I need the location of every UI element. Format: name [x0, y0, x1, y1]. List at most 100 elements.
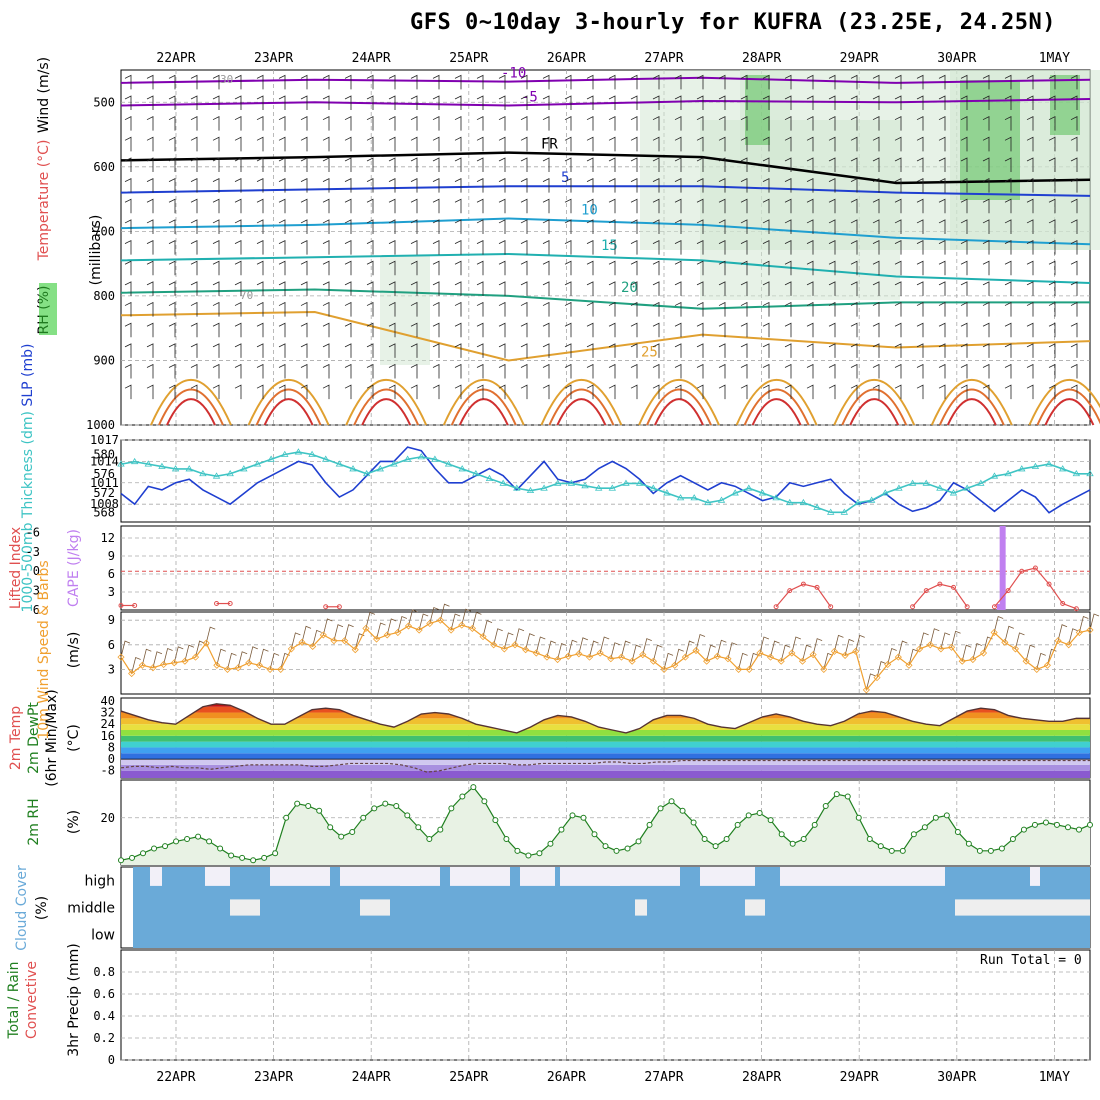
wind-barb [1070, 198, 1078, 214]
wind-barb [300, 239, 308, 255]
wind-barb [190, 322, 198, 338]
wind-barb [872, 74, 880, 90]
wind-barb [322, 363, 330, 379]
wind-barb [938, 322, 946, 338]
wind-barb [454, 116, 462, 131]
wind-barb [652, 260, 660, 276]
wind-barb [586, 301, 594, 317]
wind10m-point [681, 653, 689, 661]
rh2m-point [404, 812, 411, 819]
wind-barb [586, 260, 594, 276]
wind-barb [190, 301, 198, 317]
cloud-clear-region [930, 867, 945, 886]
wind-barb [828, 177, 836, 193]
wind-barb [872, 219, 880, 234]
wind-barb [960, 116, 968, 131]
rh2m-point [569, 812, 576, 819]
wind-barb [256, 157, 264, 172]
wind-barb [762, 343, 770, 358]
wind-barb [938, 363, 946, 379]
wind-barb [806, 281, 814, 296]
wind-barb [278, 239, 286, 255]
rh2m-point [371, 805, 378, 812]
wind-barb [674, 95, 682, 111]
wind-barb [256, 384, 264, 400]
wind-barb [146, 116, 154, 131]
wind-barb [762, 384, 770, 400]
rh2m-point [723, 836, 730, 843]
rh2m-point [756, 810, 763, 817]
lifted-index-line [994, 567, 1077, 610]
wind-barb [586, 384, 594, 400]
wind-barb [498, 74, 506, 90]
wind-barb [212, 177, 220, 193]
wind-barb [278, 198, 286, 214]
wind-barb [850, 239, 858, 255]
wind-barb [344, 219, 352, 234]
rh2m-point [283, 814, 290, 821]
wind-barb [146, 384, 154, 400]
wind-barb [366, 219, 374, 234]
thickness-point [1018, 465, 1026, 472]
wind-barb [696, 281, 704, 296]
wind-barb [674, 177, 682, 193]
lifted-index-ytick: -6 [26, 525, 40, 539]
wind-barb [718, 157, 726, 172]
rh2m-point [954, 828, 961, 835]
wind-barb [300, 74, 308, 90]
wind-barb [1026, 281, 1034, 296]
wind-barb [1026, 74, 1034, 90]
wind-barb [234, 157, 242, 172]
wind-barb [322, 95, 330, 111]
wind-barb [212, 219, 220, 234]
wind-barb [476, 322, 484, 338]
wind-barb [630, 363, 638, 379]
wind-barb [828, 136, 836, 152]
lifted-index-point [1073, 606, 1079, 612]
wind10m-point [585, 653, 594, 661]
wind-barb [432, 239, 440, 255]
wind-barb [828, 384, 836, 400]
wind-barb [366, 116, 374, 131]
date-label-top: 22APR [156, 51, 195, 66]
wind-barb [190, 74, 198, 90]
wind10m-barb [929, 628, 940, 645]
rh2m-point [624, 845, 631, 852]
wind-barb [256, 363, 264, 379]
rh-contour-label: 30 [220, 73, 233, 86]
wind10m-point [735, 665, 743, 673]
wind-barb [498, 384, 506, 400]
wind-barb [916, 116, 924, 131]
slp-ytick: 1017 [90, 433, 119, 447]
thickness-ytick: 568 [93, 505, 115, 519]
thickness-point [281, 450, 289, 457]
rh-shading [380, 255, 430, 365]
rh2m-point [866, 836, 873, 843]
wind-barb [454, 177, 462, 193]
wind-barb [344, 198, 352, 214]
wind10m-barb [1004, 625, 1014, 643]
wind-barb [828, 116, 836, 131]
wind-barb [476, 95, 484, 111]
wind-barb [674, 136, 682, 152]
wind10m-point [128, 669, 136, 678]
wind-barb [300, 343, 308, 358]
wind-barb [960, 239, 968, 255]
thickness-point [472, 469, 480, 477]
wind10m-barb [653, 644, 663, 662]
wind-barb [212, 198, 220, 214]
wind-barb [520, 198, 528, 214]
rh2m-point [987, 847, 994, 854]
temperature-contour-label: FR [541, 137, 558, 153]
wind-barb [916, 281, 924, 296]
rh2m-point [261, 854, 268, 861]
wind-barb [542, 281, 550, 296]
wind-barb [564, 74, 572, 90]
wind-barb [630, 239, 638, 255]
rh2m-point [1075, 826, 1082, 833]
wind-barb [564, 301, 572, 317]
wind-barb [190, 95, 198, 111]
wind-barb [476, 343, 484, 358]
wind-barb [806, 239, 814, 255]
rh2m-point [536, 850, 543, 857]
